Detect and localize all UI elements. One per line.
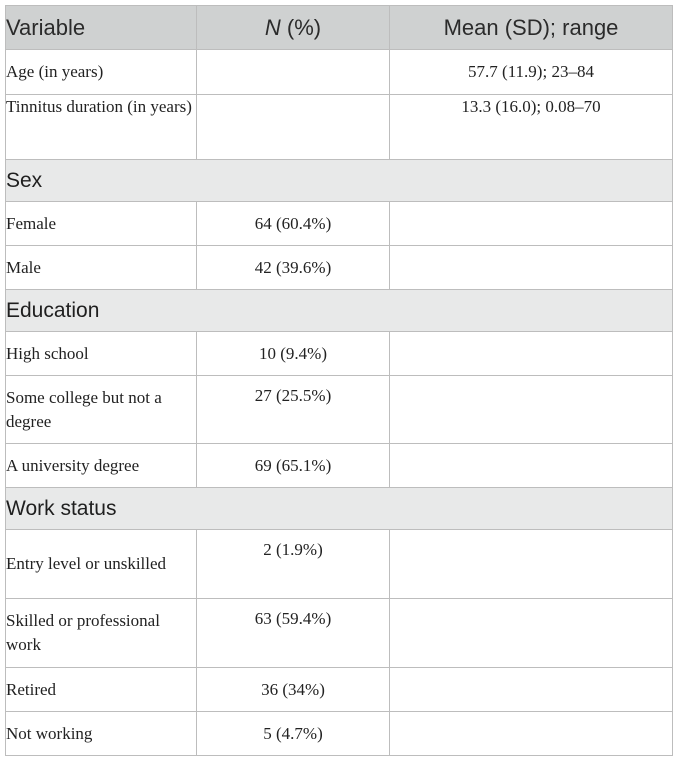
section-title: Education [5,289,673,332]
section-title: Work status [5,487,673,530]
row-label: Female [5,201,197,246]
row-n [196,94,390,160]
row-n [196,49,390,95]
table-row: Skilled or professional work 63 (59.4%) [5,598,673,668]
row-mean [389,375,673,444]
row-label: High school [5,331,197,376]
row-mean [389,529,673,599]
row-label: Age (in years) [5,49,197,95]
row-mean: 57.7 (11.9); 23–84 [389,49,673,95]
table-row: High school 10 (9.4%) [5,331,673,376]
header-variable: Variable [5,5,197,50]
section-header-education: Education [5,289,673,332]
row-mean: 13.3 (16.0); 0.08–70 [389,94,673,160]
row-n: 2 (1.9%) [196,529,390,599]
header-n-percent: N (%) [196,5,390,50]
row-n: 27 (25.5%) [196,375,390,444]
table-row: Female 64 (60.4%) [5,201,673,246]
header-n-symbol: N [264,14,281,40]
row-mean [389,598,673,668]
row-label: Some college but not a degree [5,375,197,444]
table-row: Male 42 (39.6%) [5,245,673,290]
demographics-table: Variable N (%) Mean (SD); range Age (in … [5,5,673,756]
row-n: 63 (59.4%) [196,598,390,668]
table-row: Age (in years) 57.7 (11.9); 23–84 [5,49,673,95]
row-n: 36 (34%) [196,667,390,712]
row-n: 64 (60.4%) [196,201,390,246]
row-mean [389,711,673,756]
table-row: A university degree 69 (65.1%) [5,443,673,488]
row-label: Retired [5,667,197,712]
row-label: Entry level or unskilled [5,529,197,599]
table-row: Not working 5 (4.7%) [5,711,673,756]
header-row: Variable N (%) Mean (SD); range [5,5,673,50]
table-row: Some college but not a degree 27 (25.5%) [5,375,673,444]
table-row: Tinnitus duration (in years) 13.3 (16.0)… [5,94,673,160]
row-label: Tinnitus duration (in years) [5,94,197,160]
table-row: Entry level or unskilled 2 (1.9%) [5,529,673,599]
row-n: 42 (39.6%) [196,245,390,290]
row-mean [389,443,673,488]
header-n-suffix: (%) [280,14,322,40]
row-label: Not working [5,711,197,756]
section-title: Sex [5,159,673,202]
table-row: Retired 36 (34%) [5,667,673,712]
row-n: 5 (4.7%) [196,711,390,756]
section-header-sex: Sex [5,159,673,202]
row-label: A university degree [5,443,197,488]
row-n: 69 (65.1%) [196,443,390,488]
row-mean [389,201,673,246]
section-header-work-status: Work status [5,487,673,530]
row-label: Skilled or professional work [5,598,197,668]
row-n: 10 (9.4%) [196,331,390,376]
row-mean [389,331,673,376]
row-mean [389,245,673,290]
row-mean [389,667,673,712]
row-label: Male [5,245,197,290]
header-mean-sd-range: Mean (SD); range [389,5,673,50]
